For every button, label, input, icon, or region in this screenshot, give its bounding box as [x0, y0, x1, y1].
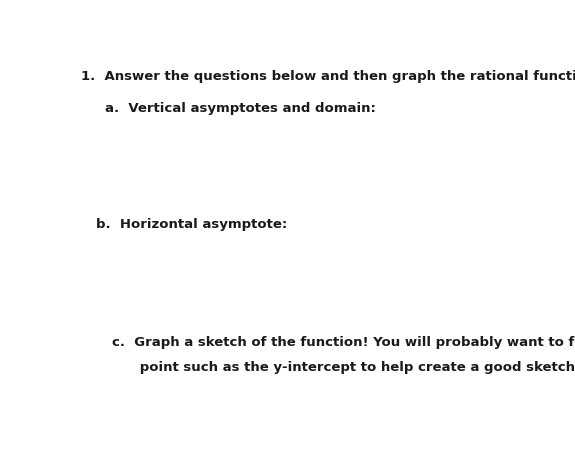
Text: a.  Vertical asymptotes and domain:: a. Vertical asymptotes and domain: — [105, 102, 376, 115]
Text: c.  Graph a sketch of the function! You will probably want to find at least one: c. Graph a sketch of the function! You w… — [112, 336, 575, 350]
Text: 1.  Answer the questions below and then graph the rational function: f(x) =: 1. Answer the questions below and then g… — [81, 69, 575, 83]
Text: point such as the y-intercept to help create a good sketch.: point such as the y-intercept to help cr… — [112, 361, 575, 374]
Text: b.  Horizontal asymptote:: b. Horizontal asymptote: — [97, 217, 288, 231]
